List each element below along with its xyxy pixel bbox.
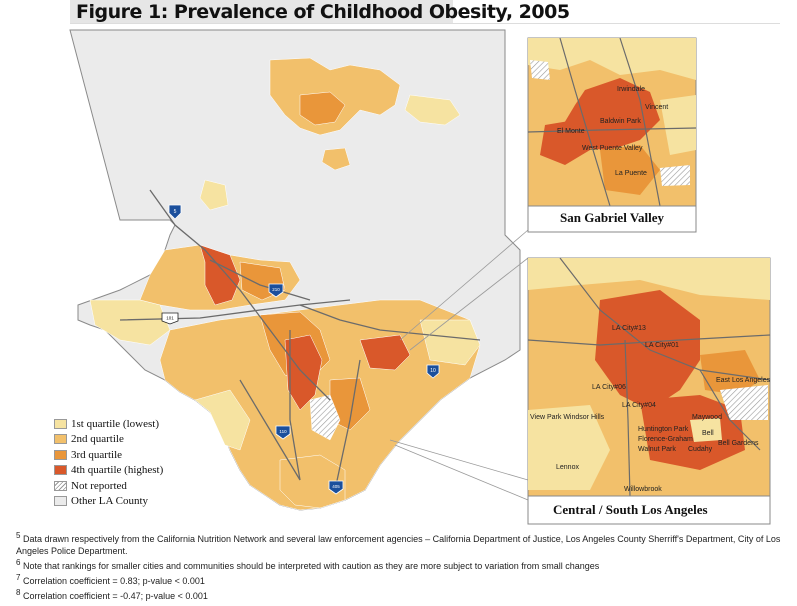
- legend-label-q4: 4th quartile (highest): [71, 464, 164, 477]
- shield-210: 210: [268, 283, 284, 298]
- map-legend: 1st quartile (lowest) 2nd quartile 3rd q…: [54, 416, 163, 509]
- place-vincent: Vincent: [645, 104, 669, 111]
- shield-110: 110: [275, 425, 291, 440]
- footnotes: 5 Data drawn respectively from the Calif…: [16, 530, 791, 602]
- place-east-los-angeles: East Los Angeles: [716, 377, 771, 384]
- legend-label-q1: 1st quartile (lowest): [71, 417, 159, 430]
- footnote-5-text: Data drawn respectively from the Califor…: [16, 534, 781, 556]
- legend-item-not-reported: Not reported: [54, 478, 163, 494]
- inset-la-title: Central / South Los Angeles: [553, 502, 708, 517]
- shield-101: 101: [161, 312, 179, 325]
- footnote-7: 7 Correlation coefficient = 0.83; p-valu…: [16, 572, 791, 587]
- region-north-3: [404, 94, 461, 126]
- legend-swatch-q4: [54, 465, 67, 476]
- place-la-city-13: LA City#13: [612, 325, 646, 332]
- place-huntington-park: Huntington Park: [638, 426, 689, 433]
- place-el-monte: El Monte: [557, 128, 585, 135]
- place-view-park: View Park Windsor Hills: [530, 414, 605, 421]
- footnote-7-text: Correlation coefficient = 0.83; p-value …: [22, 576, 205, 586]
- place-la-city-06: LA City#06: [592, 384, 626, 391]
- figure-title: Figure 1: Prevalence of Childhood Obesit…: [76, 1, 570, 23]
- region-north-2: [299, 91, 346, 126]
- inset-sgv-map: [527, 37, 697, 233]
- place-bell-gardens: Bell Gardens: [718, 440, 759, 447]
- footnote-5-num: 5: [16, 531, 21, 540]
- shield-5-label: 5: [174, 209, 177, 215]
- legend-label-q3: 3rd quartile: [71, 448, 123, 461]
- place-maywood: Maywood: [692, 414, 722, 421]
- place-la-city-01: LA City#01: [645, 342, 679, 349]
- legend-swatch-not-reported: [54, 480, 67, 491]
- place-cudahy: Cudahy: [688, 446, 713, 453]
- shield-405: 405: [328, 480, 344, 495]
- shield-110-label: 110: [279, 429, 287, 434]
- shield-10-label: 10: [430, 368, 436, 374]
- legend-label-other: Other LA County: [71, 495, 148, 508]
- footnote-6-num: 6: [16, 558, 21, 567]
- legend-swatch-q1: [54, 418, 67, 429]
- shield-101-label: 101: [166, 316, 174, 321]
- region-north-5: [199, 179, 229, 211]
- footnote-7-num: 7: [16, 573, 21, 582]
- county-map: 5 210 101 10 110 405: [69, 29, 771, 525]
- region-south-bay: [279, 454, 346, 509]
- legend-item-q3: 3rd quartile: [54, 447, 163, 463]
- place-willowbrook: Willowbrook: [624, 486, 662, 493]
- shield-10: 10: [426, 364, 440, 379]
- place-bell: Bell: [702, 430, 714, 437]
- footnote-8-text: Correlation coefficient = -0.47; p-value…: [22, 591, 208, 601]
- legend-item-q2: 2nd quartile: [54, 432, 163, 448]
- inset-connectors: [389, 229, 529, 501]
- legend-swatch-other: [54, 496, 67, 507]
- shield-5: 5: [168, 204, 182, 220]
- place-baldwin-park: Baldwin Park: [600, 118, 641, 125]
- region-basin-q4-a: [284, 334, 323, 411]
- title-rule: [70, 23, 780, 24]
- legend-swatch-q3: [54, 449, 67, 460]
- title-bar: [70, 0, 453, 24]
- legend-label-not-reported: Not reported: [71, 479, 127, 492]
- legend-label-q2: 2nd quartile: [71, 433, 124, 446]
- legend-item-q1: 1st quartile (lowest): [54, 416, 163, 432]
- place-la-puente: La Puente: [615, 170, 647, 177]
- place-florence-graham: Florence-Graham: [638, 436, 693, 443]
- region-basin-q1-a: [194, 389, 251, 451]
- legend-item-other: Other LA County: [54, 494, 163, 510]
- place-irwindale: Irwindale: [617, 86, 646, 93]
- region-west: [89, 299, 171, 346]
- footnote-6-text: Note that rankings for smaller cities an…: [22, 561, 600, 571]
- region-basin-q1-b: [419, 319, 481, 366]
- footnote-8: 8 Correlation coefficient = -0.47; p-val…: [16, 587, 791, 602]
- legend-swatch-q2: [54, 434, 67, 445]
- footnote-5: 5 Data drawn respectively from the Calif…: [16, 530, 791, 557]
- shield-405-label: 405: [332, 484, 340, 489]
- legend-item-q4: 4th quartile (highest): [54, 463, 163, 479]
- place-west-puente-valley: West Puente Valley: [582, 145, 643, 152]
- footnote-8-num: 8: [16, 588, 21, 597]
- region-basin-q4-b: [359, 334, 411, 371]
- footnote-6: 6 Note that rankings for smaller cities …: [16, 557, 791, 572]
- place-walnut-park: Walnut Park: [638, 446, 676, 453]
- shield-210-label: 210: [272, 287, 280, 292]
- place-lennox: Lennox: [556, 464, 579, 471]
- inset-la-map: [527, 257, 771, 525]
- inset-sgv-title: San Gabriel Valley: [560, 210, 665, 225]
- place-la-city-04: LA City#04: [622, 402, 656, 409]
- region-north-4: [321, 147, 351, 171]
